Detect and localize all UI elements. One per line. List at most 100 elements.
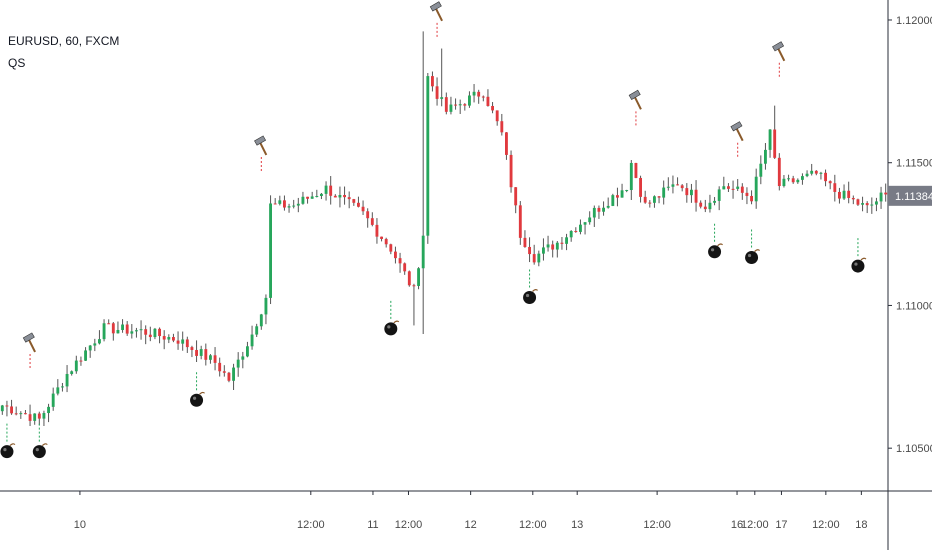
candle-up: [606, 205, 610, 208]
candle-up: [782, 178, 786, 187]
candle-up: [625, 190, 629, 192]
candle-down: [639, 177, 642, 197]
candle-down: [357, 202, 360, 207]
candle-down: [111, 323, 115, 334]
candle-down: [204, 349, 208, 360]
candle-down: [703, 206, 707, 210]
candle-down: [685, 188, 689, 196]
candle-down: [380, 236, 383, 239]
candle-down: [495, 110, 499, 122]
candle-down: [856, 199, 860, 205]
candle-up: [33, 413, 37, 421]
candle-up: [736, 186, 740, 189]
candle-up: [88, 345, 92, 351]
candle-up: [579, 224, 582, 232]
candle-up: [870, 204, 874, 206]
candle-up: [209, 355, 212, 360]
candle-down: [514, 187, 518, 206]
candle-up: [135, 330, 138, 332]
candle-up: [426, 76, 430, 236]
time-tick-label: 18: [855, 519, 867, 531]
hammer-icon: [628, 89, 642, 128]
hammer-handle: [28, 339, 36, 353]
candle-up: [315, 195, 319, 197]
candle-down: [375, 224, 379, 237]
candle-down: [172, 337, 175, 341]
price-tick-label: 1.11500: [896, 158, 932, 170]
candle-down: [352, 199, 356, 203]
candle-down: [750, 195, 753, 202]
last-price-tag: 1.11384: [888, 185, 932, 206]
candle-down: [680, 185, 684, 189]
hammer-icon: [429, 1, 443, 39]
candle-down: [79, 360, 83, 362]
bomb-body: [708, 245, 722, 259]
bomb-fuse: [41, 443, 48, 447]
candle-down: [195, 349, 198, 356]
candle-up: [861, 203, 864, 205]
candle-down: [740, 186, 744, 193]
time-tick-label: 13: [571, 519, 583, 531]
candle-down: [14, 413, 18, 415]
candle-up: [801, 176, 804, 180]
candle-up: [713, 200, 716, 203]
candle-down: [699, 202, 703, 207]
candle-down: [657, 196, 661, 198]
candle-down: [329, 185, 333, 196]
candle-up: [708, 202, 712, 210]
last-price-label: 1.11384: [895, 191, 932, 203]
bomb-fuse: [199, 391, 205, 395]
bomb-fuse: [9, 443, 16, 447]
price-axis[interactable]: 1.10500 1.11000 1.11500 1.12000: [888, 15, 932, 455]
candle-up: [232, 367, 235, 381]
candle-up: [269, 203, 272, 298]
candle-up: [620, 190, 624, 198]
bomb-body: [384, 322, 398, 336]
candle-down: [523, 237, 527, 247]
bomb-shine: [35, 448, 39, 452]
candle-up: [458, 104, 462, 106]
hammer-handle: [777, 48, 786, 62]
candle-down: [509, 154, 513, 188]
candle-down: [125, 324, 129, 334]
bomb-fuse: [754, 249, 760, 252]
candle-up: [84, 350, 87, 361]
candle-up: [472, 91, 476, 96]
candle-down: [185, 339, 189, 348]
chart-legend: EURUSD, 60, FXCM QS: [8, 30, 119, 74]
bomb-body: [523, 290, 537, 304]
symbol-title[interactable]: EURUSD, 60, FXCM: [8, 34, 120, 48]
last-price-tag-bg: [888, 185, 932, 206]
candle-up: [690, 189, 693, 196]
hammer-handle: [735, 128, 744, 142]
hammer-head: [254, 135, 267, 146]
indicator-label[interactable]: QS: [8, 56, 26, 70]
candle-down: [560, 242, 564, 244]
candle-up: [421, 235, 425, 269]
candle-up: [602, 207, 605, 212]
time-tick-label: 12:00: [812, 519, 840, 531]
hammer-handle: [435, 8, 443, 22]
candle-down: [162, 336, 166, 340]
candle-up: [259, 314, 263, 327]
candle-down: [148, 334, 152, 338]
candle-down: [273, 203, 277, 205]
hammer-icon: [772, 41, 786, 79]
hammer-icon: [730, 121, 744, 159]
candle-down: [518, 205, 522, 238]
candle-up: [65, 373, 69, 387]
bomb-shine: [387, 325, 391, 329]
candle-down: [648, 202, 652, 204]
bomb-icon: [0, 423, 16, 459]
candle-up: [722, 186, 726, 190]
candle-down: [176, 340, 180, 344]
candle-down: [403, 263, 407, 272]
candle-up: [338, 194, 342, 198]
candle-down: [884, 192, 888, 195]
candle-down: [838, 191, 841, 199]
candle-up: [542, 247, 545, 254]
candle-up: [320, 193, 323, 196]
candle-up: [93, 343, 97, 346]
